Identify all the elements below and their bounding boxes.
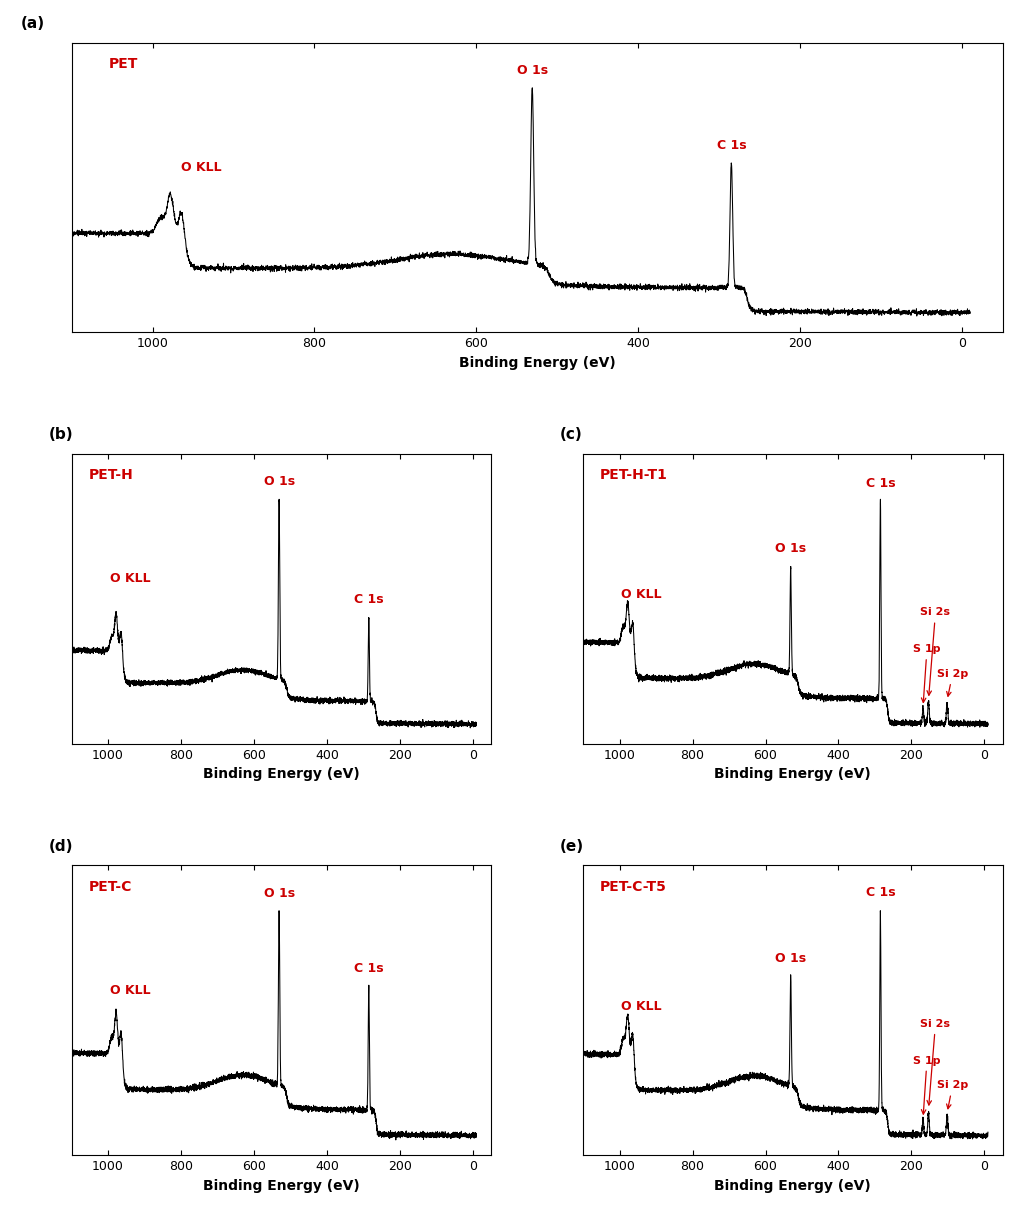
Text: PET-H: PET-H xyxy=(88,468,133,483)
Text: O KLL: O KLL xyxy=(109,573,150,585)
Text: O 1s: O 1s xyxy=(775,542,806,556)
Text: C 1s: C 1s xyxy=(865,478,895,490)
Text: (a): (a) xyxy=(20,16,45,30)
Text: (e): (e) xyxy=(561,839,584,854)
Text: Si 2p: Si 2p xyxy=(937,669,968,697)
Text: PET: PET xyxy=(108,57,138,71)
Text: S 1p: S 1p xyxy=(914,1055,941,1114)
Text: Si 2p: Si 2p xyxy=(937,1081,968,1109)
X-axis label: Binding Energy (eV): Binding Energy (eV) xyxy=(458,356,616,370)
Text: (b): (b) xyxy=(48,427,74,443)
Text: O 1s: O 1s xyxy=(264,888,295,900)
Text: O KLL: O KLL xyxy=(109,984,150,997)
Text: C 1s: C 1s xyxy=(716,139,746,152)
Text: (c): (c) xyxy=(561,427,583,443)
Text: C 1s: C 1s xyxy=(354,962,384,975)
Text: O 1s: O 1s xyxy=(775,951,806,964)
Text: O KLL: O KLL xyxy=(621,1000,662,1013)
Text: Si 2s: Si 2s xyxy=(921,608,950,696)
Text: C 1s: C 1s xyxy=(354,593,384,607)
Text: O KLL: O KLL xyxy=(181,161,221,174)
X-axis label: Binding Energy (eV): Binding Energy (eV) xyxy=(714,767,872,781)
Text: O KLL: O KLL xyxy=(621,589,662,601)
X-axis label: Binding Energy (eV): Binding Energy (eV) xyxy=(203,1178,360,1193)
Text: C 1s: C 1s xyxy=(865,886,895,900)
X-axis label: Binding Energy (eV): Binding Energy (eV) xyxy=(203,767,360,781)
Text: PET-H-T1: PET-H-T1 xyxy=(599,468,668,483)
Text: (d): (d) xyxy=(48,839,73,854)
Text: PET-C-T5: PET-C-T5 xyxy=(599,880,667,894)
Text: O 1s: O 1s xyxy=(264,475,295,488)
Text: O 1s: O 1s xyxy=(517,63,547,77)
Text: Si 2s: Si 2s xyxy=(921,1019,950,1105)
Text: S 1p: S 1p xyxy=(914,644,941,703)
Text: PET-C: PET-C xyxy=(88,880,132,894)
X-axis label: Binding Energy (eV): Binding Energy (eV) xyxy=(714,1178,872,1193)
